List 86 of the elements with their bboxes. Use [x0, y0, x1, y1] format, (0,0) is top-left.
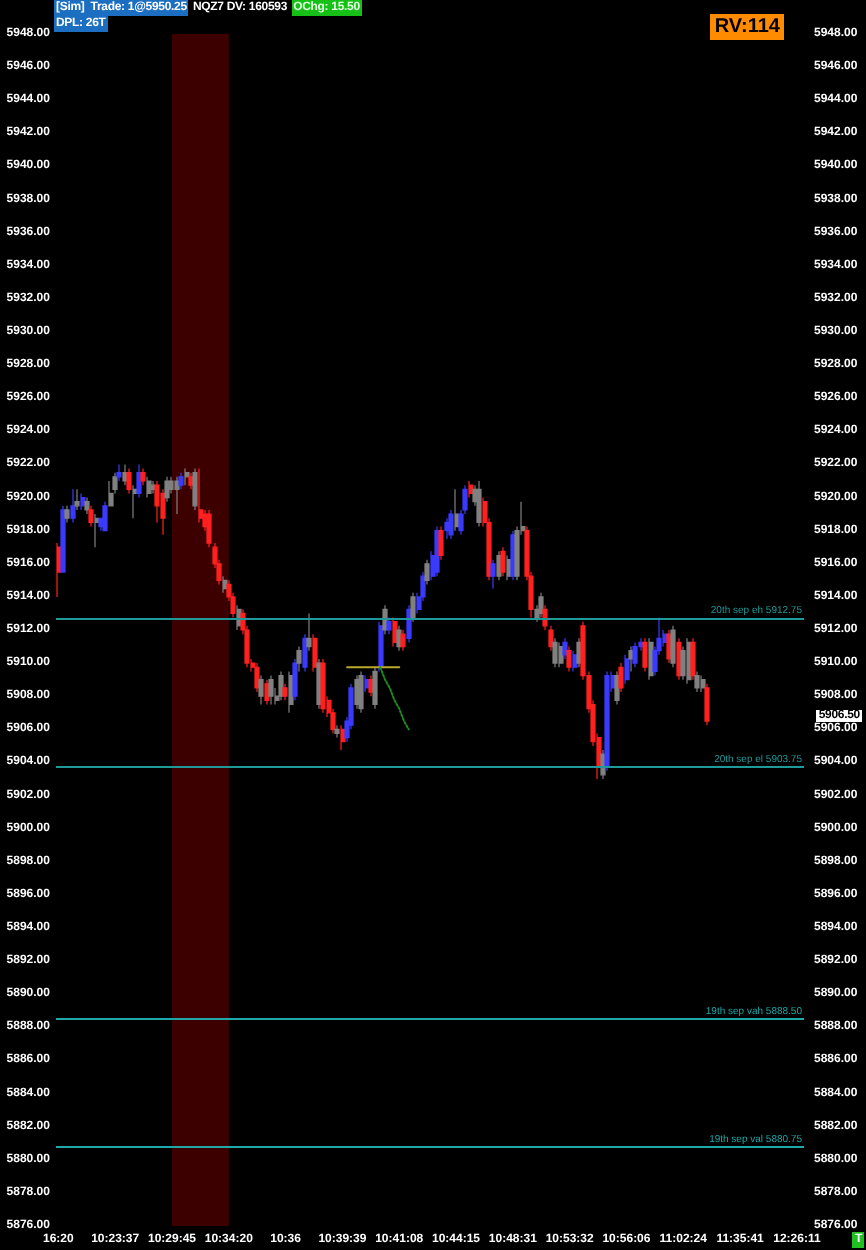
candlestick [680, 645, 686, 681]
candlestick [288, 670, 294, 714]
candlestick [70, 488, 76, 523]
candlestick [296, 645, 302, 672]
candlestick [222, 575, 228, 594]
candlestick [268, 674, 274, 706]
candlestick [628, 645, 634, 672]
candlestick [372, 666, 378, 710]
candlestick [126, 467, 132, 495]
candlestick [122, 463, 128, 486]
candlestick [80, 492, 86, 511]
candlestick [382, 604, 388, 635]
candlestick [188, 472, 194, 490]
candlestick [496, 550, 502, 581]
candlestick [136, 463, 142, 499]
candlestick [192, 467, 198, 511]
candlestick [320, 658, 326, 714]
candlestick [604, 670, 610, 772]
candlestick [312, 633, 318, 672]
candlestick [476, 480, 482, 528]
candlestick [358, 670, 364, 714]
candlestick [378, 621, 384, 672]
candlestick [538, 592, 544, 619]
candlestick [292, 658, 298, 701]
candlestick [400, 629, 406, 652]
candlestick [424, 559, 430, 586]
candlestick [74, 488, 80, 511]
candlestick [614, 670, 620, 706]
candlestick [434, 525, 440, 577]
candlestick [562, 637, 568, 660]
candlestick [64, 505, 70, 523]
candlestick [132, 484, 138, 519]
candlestick [438, 525, 444, 561]
candlestick [60, 505, 66, 573]
candlestick [102, 501, 108, 532]
candlestick [410, 592, 416, 623]
candlestick [704, 683, 710, 726]
candlestick [258, 674, 264, 706]
candlestick [386, 616, 392, 635]
candlestick [178, 472, 184, 490]
candlestick [278, 670, 284, 701]
candlestick [396, 625, 402, 652]
candlestick [690, 637, 696, 681]
candlestick [108, 480, 114, 507]
candlestick [368, 674, 374, 697]
candlestick [306, 612, 312, 652]
candlestick [676, 637, 682, 681]
candlestick [174, 476, 180, 515]
candlestick [264, 679, 270, 706]
candlestick [648, 637, 654, 681]
annotation: RV:114 [710, 14, 784, 40]
candlestick [392, 616, 398, 648]
candlestick [84, 496, 90, 515]
candlestick [572, 650, 578, 672]
candlestick [566, 645, 572, 672]
candlestick [642, 637, 648, 672]
candlestick [448, 509, 454, 540]
line-series [379, 666, 410, 731]
candlestick [302, 633, 308, 672]
candlestick [198, 467, 204, 523]
candlestick [340, 724, 346, 751]
candlestick [56, 542, 62, 598]
candlestick [160, 488, 166, 536]
candlestick [150, 480, 156, 495]
candlestick [88, 505, 94, 528]
candlestick [116, 463, 122, 482]
candlestick [94, 513, 100, 548]
candlestick [164, 476, 170, 503]
candlestick [552, 637, 558, 668]
candlestick [140, 467, 146, 486]
candlestick [146, 476, 152, 499]
candlestick [334, 724, 340, 739]
candlestick [500, 546, 506, 577]
candlestick [600, 749, 606, 780]
candlestick [670, 625, 676, 668]
candlestick [444, 517, 450, 540]
candlestick [618, 662, 624, 693]
candlestick [700, 674, 706, 693]
candlestick [490, 559, 496, 590]
candlestick [364, 674, 370, 693]
candlestick [282, 683, 288, 701]
candlestick [254, 662, 260, 693]
candlestick [468, 480, 474, 499]
candlestick [558, 641, 564, 668]
candlestick [406, 604, 412, 644]
candlestick [454, 488, 460, 532]
